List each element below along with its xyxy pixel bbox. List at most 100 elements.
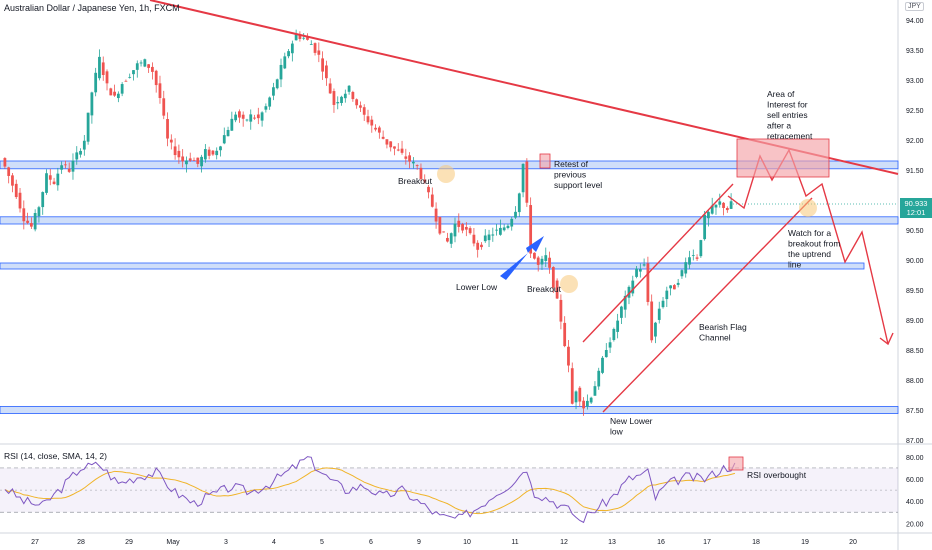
- candle-body: [362, 107, 366, 115]
- candle-body: [411, 161, 415, 164]
- support-zone: [0, 405, 899, 414]
- candle-body: [393, 146, 396, 149]
- candle-body: [185, 160, 188, 165]
- highlight-circle: [799, 199, 817, 217]
- rsi-tick: 40.00: [906, 499, 924, 506]
- candle-body: [374, 127, 377, 130]
- candle-body: [642, 264, 646, 266]
- candle-body: [718, 201, 722, 205]
- candle-body: [725, 207, 729, 211]
- candle-body: [623, 295, 627, 310]
- candle-body: [94, 72, 98, 93]
- annotation: New Lower low: [610, 416, 653, 437]
- candle-body: [669, 285, 672, 289]
- sell-area-box: [736, 138, 830, 178]
- price-tick: 90.00: [906, 258, 924, 265]
- retest-box: [539, 153, 551, 169]
- candle-body: [570, 368, 574, 404]
- time-tick: 5: [320, 539, 324, 546]
- candle-body: [654, 322, 657, 337]
- candle-body: [517, 193, 521, 213]
- candle-body: [419, 167, 423, 179]
- rsi-tick: 80.00: [906, 455, 924, 462]
- candle-body: [18, 192, 22, 209]
- candle-body: [290, 43, 294, 54]
- candle-body: [355, 99, 359, 106]
- candle-body: [487, 234, 491, 241]
- candle-body: [79, 150, 82, 155]
- candle-body: [101, 62, 105, 75]
- candle-body: [26, 220, 29, 223]
- highlight-circle: [437, 165, 455, 183]
- candle-body: [608, 342, 612, 348]
- candle-body: [336, 102, 340, 104]
- candle-body: [52, 181, 56, 184]
- candle-body: [714, 204, 718, 208]
- candle-body: [98, 56, 101, 79]
- candle-body: [188, 158, 192, 161]
- candle-body: [41, 192, 45, 208]
- price-tick: 90.50: [906, 228, 924, 235]
- candle-body: [695, 257, 699, 259]
- candle-body: [37, 207, 41, 217]
- candle-body: [139, 62, 143, 64]
- candle-body: [340, 96, 343, 104]
- candle-body: [241, 114, 245, 119]
- candle-body: [415, 165, 419, 167]
- candle-body: [551, 267, 555, 288]
- candle-body: [729, 201, 733, 209]
- candle-body: [272, 87, 275, 96]
- candle-body: [332, 91, 336, 105]
- current-price-value: 90.933: [904, 199, 928, 208]
- time-tick: 10: [463, 539, 471, 546]
- candle-body: [453, 223, 457, 237]
- candle-body: [211, 150, 215, 155]
- annotations: Breakout Lower Low Retest of previous suppor…: [398, 89, 840, 480]
- candle-body: [128, 76, 132, 78]
- price-tick: 89.50: [906, 288, 924, 295]
- candle-body: [593, 386, 597, 396]
- candle-body: [347, 85, 351, 92]
- candle-body: [298, 35, 302, 39]
- candle-body: [483, 235, 487, 242]
- axes: 94.0093.5093.0092.5092.0091.5091.0090.50…: [31, 18, 924, 546]
- candle-body: [116, 93, 120, 99]
- price-tick: 92.00: [906, 138, 924, 145]
- candle-body: [253, 117, 256, 119]
- candle-body: [578, 387, 582, 402]
- channel-lower: [602, 197, 813, 413]
- price-tick: 91.50: [906, 168, 924, 175]
- candle-body: [434, 208, 438, 222]
- candle-body: [536, 257, 540, 265]
- price-tick: 87.50: [906, 408, 924, 415]
- time-tick: 3: [224, 539, 228, 546]
- candle-body: [597, 370, 601, 387]
- candle-body: [510, 218, 514, 227]
- annotation: Breakout: [527, 284, 562, 294]
- candle-body: [230, 118, 234, 131]
- candle-body: [449, 233, 453, 244]
- candle-body: [502, 227, 506, 231]
- candle-body: [555, 280, 559, 299]
- candle-body: [325, 65, 328, 79]
- candle-body: [438, 216, 442, 234]
- price-candles: [3, 29, 898, 416]
- candle-body: [200, 156, 203, 167]
- candle-body: [162, 98, 166, 116]
- candle-body: [665, 290, 669, 300]
- time-tick: 28: [77, 539, 85, 546]
- annotation: Lower Low: [456, 282, 498, 292]
- support-zone: [0, 262, 865, 270]
- time-tick: 11: [511, 539, 518, 546]
- candle-body: [385, 139, 389, 145]
- candle-body: [423, 179, 427, 182]
- candle-body: [661, 300, 665, 308]
- rsi-line: [4, 456, 736, 524]
- candle-body: [691, 255, 695, 256]
- candle-body: [14, 183, 18, 198]
- candle-body: [672, 285, 676, 290]
- time-tick: 19: [801, 539, 809, 546]
- candle-body: [45, 173, 48, 193]
- candle-body: [169, 139, 173, 143]
